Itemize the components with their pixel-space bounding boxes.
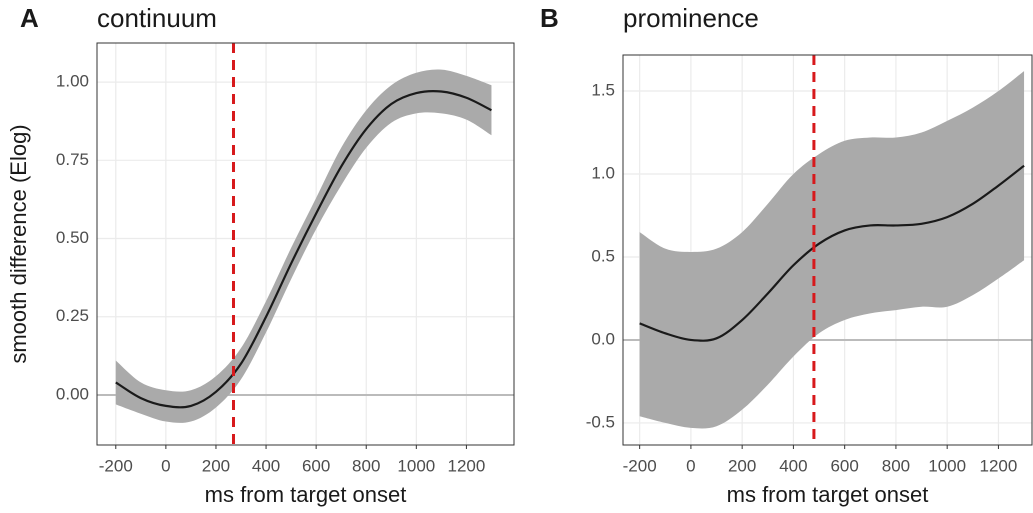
x-tick-label: 200 [202,456,230,475]
y-tick-label: 0.75 [56,150,89,169]
y-tick-label: 0.0 [591,329,615,348]
y-tick-label: 0.50 [56,228,89,247]
x-tick-label: -200 [623,456,657,475]
x-tick-label: 1000 [397,456,435,475]
panel-title: continuum [97,3,217,33]
y-tick-label: 1.5 [591,80,615,99]
panel-title: prominence [623,3,759,33]
x-tick-label: -200 [99,456,133,475]
x-tick-label: 0 [161,456,170,475]
x-tick-label: 600 [830,456,858,475]
x-axis-label: ms from target onset [205,482,407,507]
confidence-band [115,69,492,423]
y-tick-label: 1.0 [591,163,615,182]
plot-border [622,54,1033,446]
y-tick-label: 1.00 [56,72,89,91]
panel-letter: B [540,3,559,33]
x-axis-label: ms from target onset [727,482,929,507]
x-tick-label: 0 [686,456,695,475]
x-tick-label: 1200 [980,456,1018,475]
x-tick-label: 800 [882,456,910,475]
x-tick-label: 400 [252,456,280,475]
y-tick-label: 0.00 [56,384,89,403]
x-tick-label: 800 [352,456,380,475]
y-tick-label: 0.25 [56,306,89,325]
x-tick-label: 600 [302,456,330,475]
smooth-line [639,164,1025,342]
panel-letter: A [20,3,39,33]
x-tick-label: 400 [779,456,807,475]
smooth-line [115,89,492,409]
x-tick-label: 1200 [448,456,486,475]
x-tick-label: 1000 [928,456,966,475]
y-tick-label: -0.5 [586,412,615,431]
confidence-band [639,71,1025,429]
y-tick-label: 0.5 [591,246,615,265]
plot-border [96,42,515,446]
y-axis-label: smooth difference (Elog) [6,124,31,363]
x-tick-label: 200 [728,456,756,475]
